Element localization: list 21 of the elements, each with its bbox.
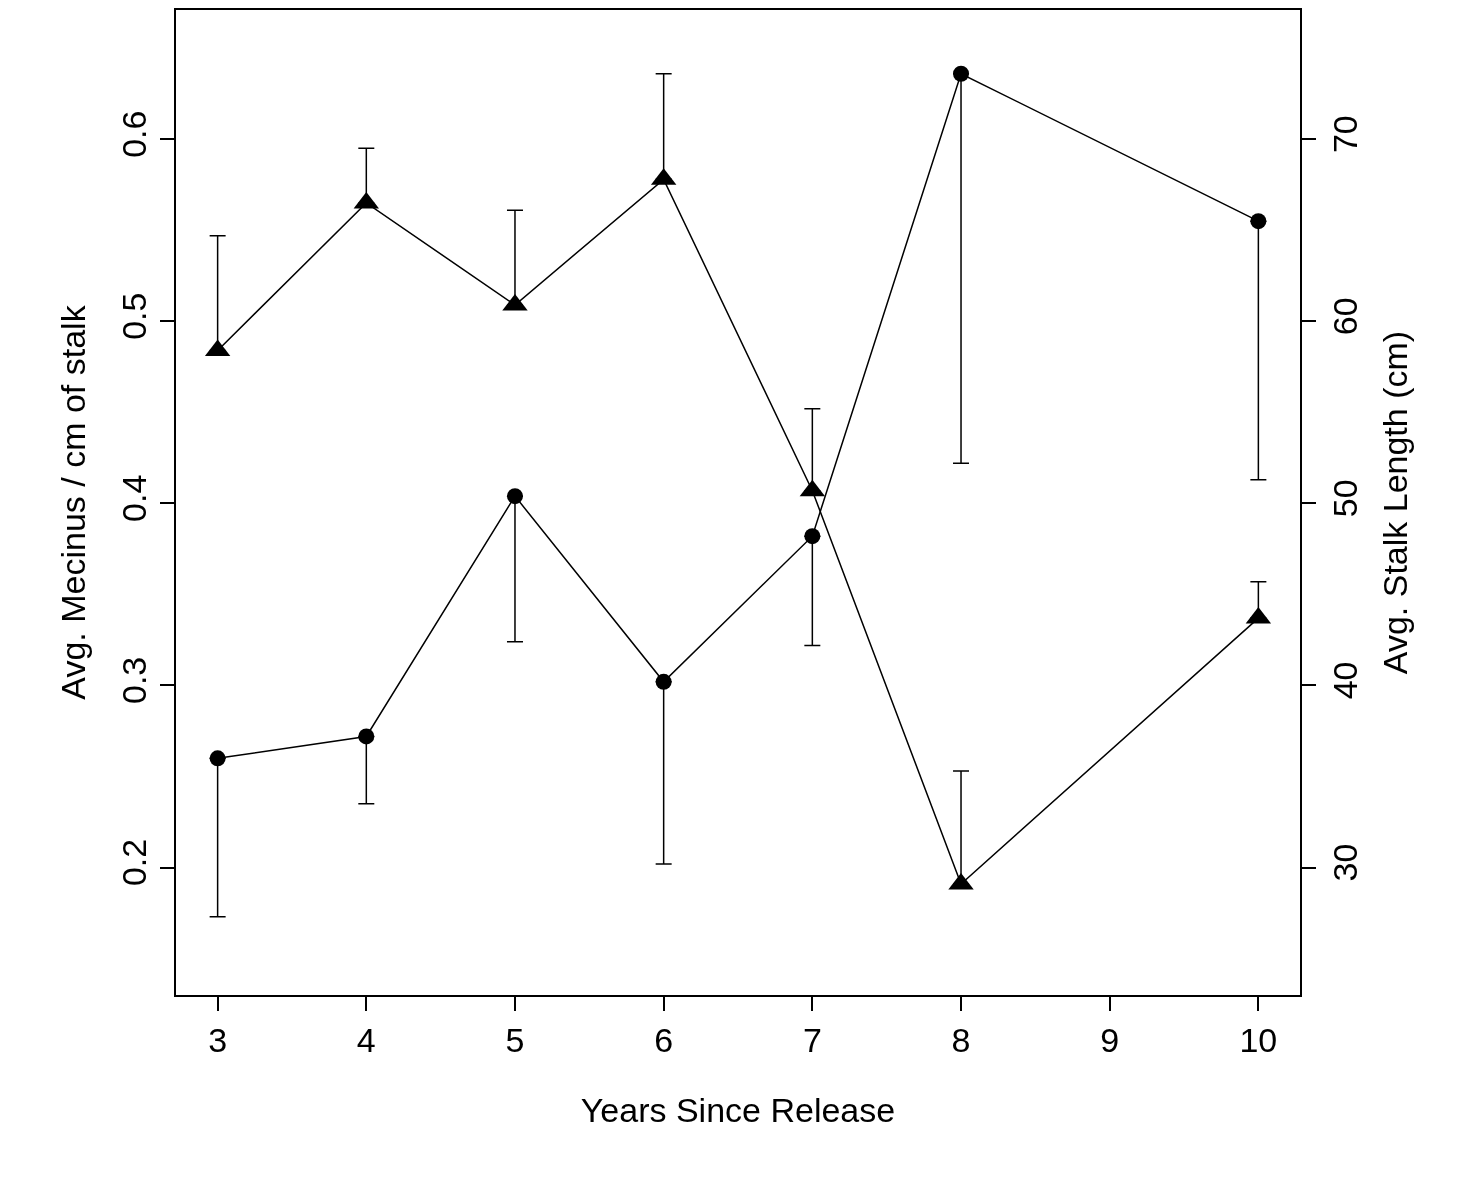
y-tick-label: 0.5 (115, 292, 154, 340)
y2-tick-label: 30 (1325, 843, 1364, 882)
x-tick-label: 3 (208, 1020, 228, 1059)
y-tick-label: 0.4 (115, 474, 154, 522)
y2-tick-label: 50 (1325, 479, 1364, 518)
x-tick-label: 4 (356, 1020, 376, 1059)
y2-tick-label: 70 (1325, 115, 1364, 154)
y2-tick-label: 40 (1325, 661, 1364, 700)
y-axis-title: Avg. Mecinus / cm of stalk (53, 304, 92, 700)
y-tick-label: 0.3 (115, 656, 154, 705)
y-tick-label: 0.2 (115, 838, 154, 887)
x-tick-label: 7 (802, 1020, 822, 1059)
y2-axis-title: Avg. Stalk Length (cm) (1375, 330, 1414, 675)
x-axis-title: Years Since Release (580, 1090, 896, 1129)
x-tick-label: 9 (1100, 1020, 1120, 1059)
y-tick-label: 0.6 (115, 110, 154, 158)
x-tick-label: 10 (1239, 1020, 1278, 1059)
x-tick-label: 5 (505, 1020, 525, 1059)
y2-tick-label: 60 (1325, 297, 1364, 336)
x-tick-label: 6 (654, 1020, 674, 1059)
x-tick-label: 8 (951, 1020, 971, 1059)
